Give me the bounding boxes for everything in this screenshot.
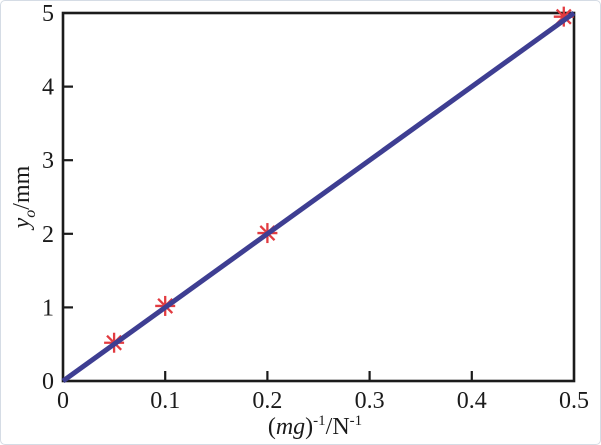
axis-label-part: /N: [326, 414, 350, 440]
x-tick-label: 0.5: [559, 388, 589, 414]
y-axis-label: yo/mm: [9, 165, 39, 230]
y-tick-label: 3: [42, 148, 54, 174]
x-tick-label: 0.2: [252, 388, 282, 414]
y-tick-label: 1: [42, 295, 54, 321]
axis-label-part: y: [9, 217, 35, 230]
y-tick-label: 4: [42, 75, 54, 101]
x-tick-label: 0: [57, 388, 69, 414]
axis-label-part: /mm: [9, 165, 35, 209]
y-tick-label: 5: [42, 1, 54, 27]
axis-label-part: -1: [350, 413, 363, 429]
x-tick-label: 0.3: [355, 388, 385, 414]
x-tick-label: 0.4: [457, 388, 487, 414]
fit-line: [61, 10, 576, 384]
y-tick-label: 2: [42, 222, 54, 248]
x-axis-label: (mg)-1/N-1: [268, 413, 362, 440]
x-tick-label: 0.1: [150, 388, 180, 414]
axis-label-part: mg: [276, 414, 305, 440]
axis-label-part: (: [268, 414, 276, 440]
axis-label-part: -1: [313, 413, 326, 429]
axis-label-part: ): [305, 414, 313, 440]
axis-label-part: o: [22, 210, 39, 218]
plot-box: [61, 11, 576, 383]
y-tick-label: 0: [42, 369, 54, 395]
